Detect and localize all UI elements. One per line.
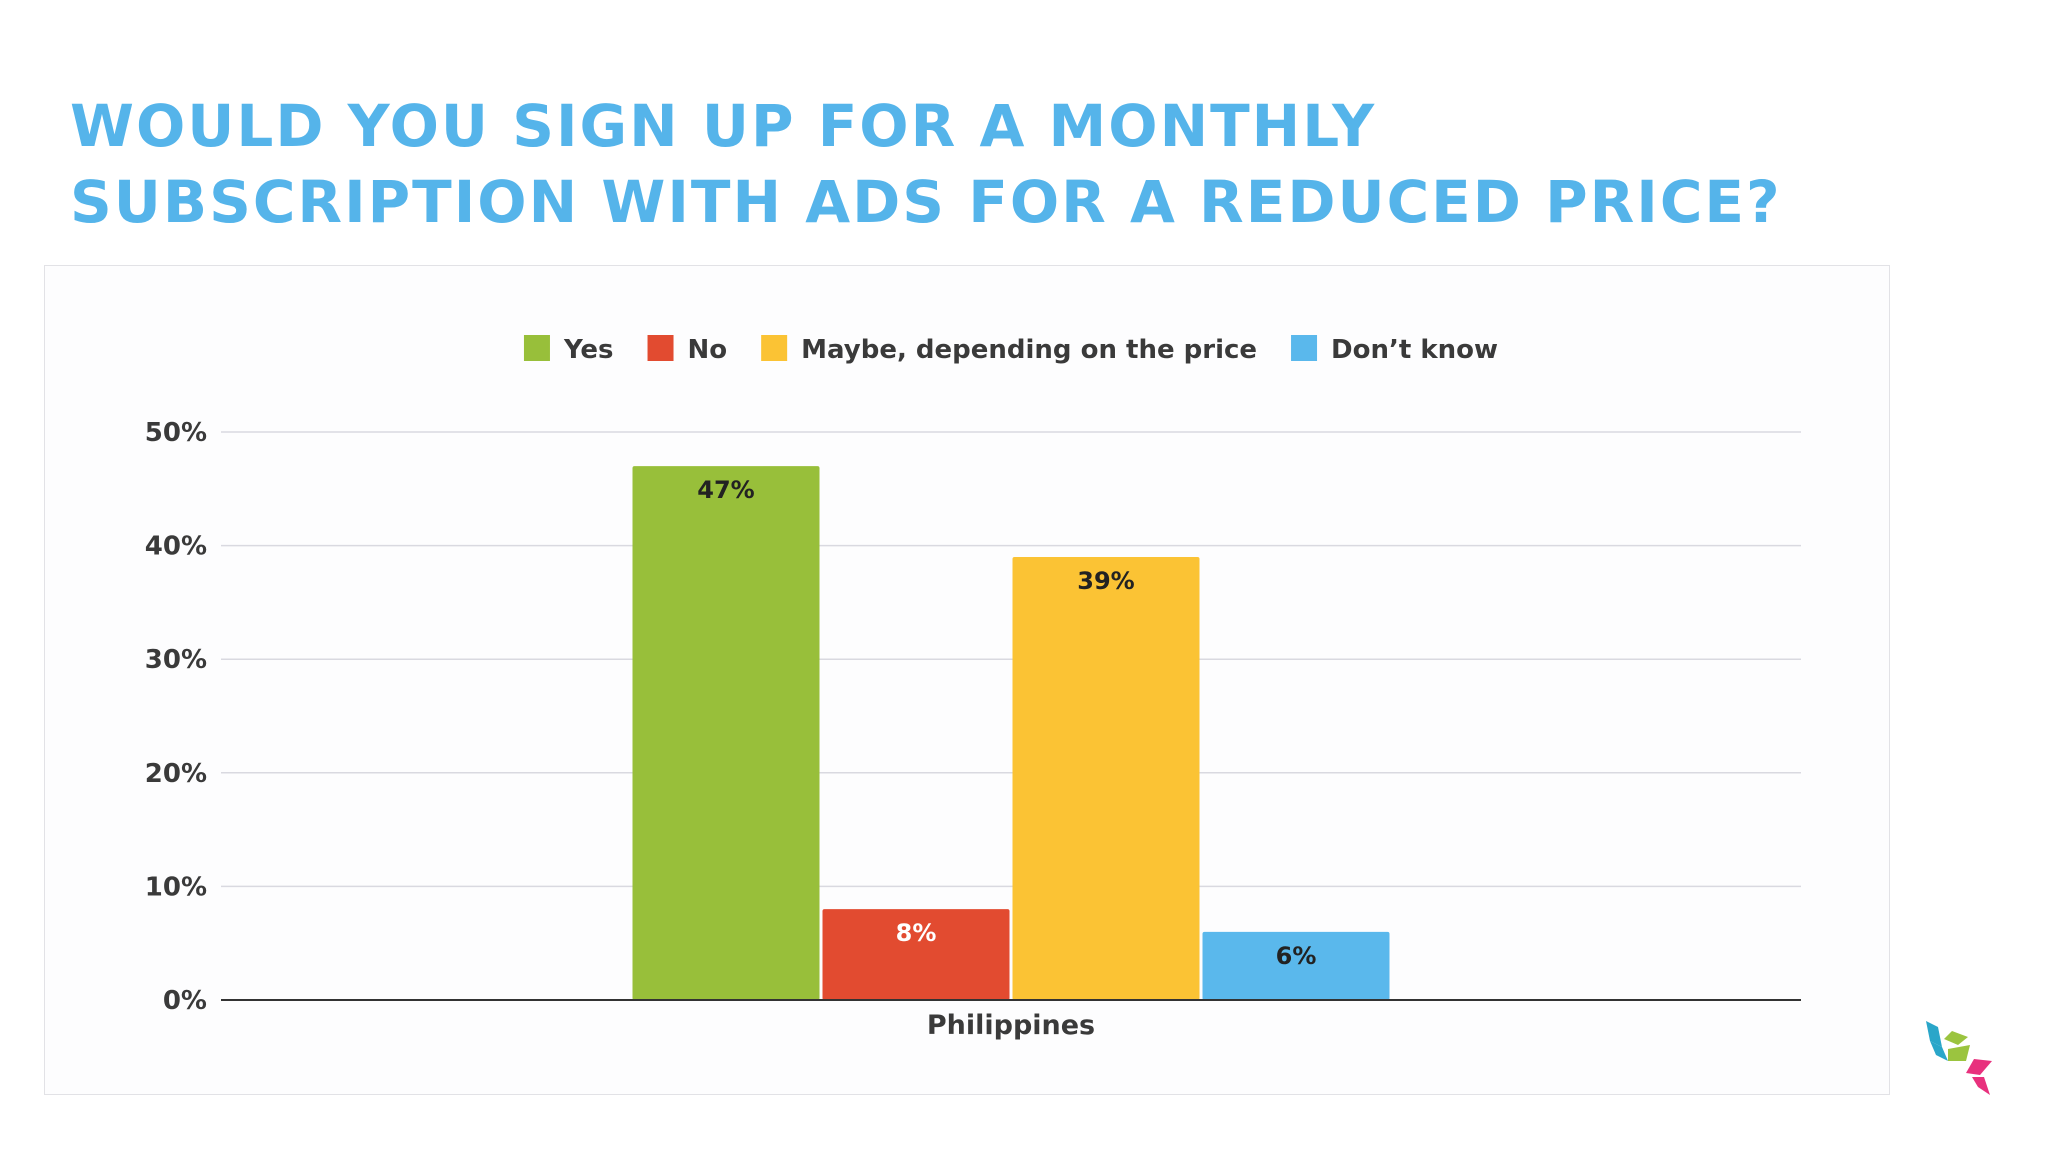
bar-data-label: 6% xyxy=(1276,942,1317,970)
legend-swatch xyxy=(761,335,788,361)
chart-bars: 47% 8% 39% 6% xyxy=(632,466,1390,1000)
legend-label: Maybe, depending on the price xyxy=(801,335,1257,365)
legend-item: Maybe, depending on the price xyxy=(761,335,1257,365)
bar-data-label: 8% xyxy=(896,919,937,947)
y-tick-label: 20% xyxy=(145,759,207,789)
page-title: WOULD YOU SIGN UP FOR A MONTHLY SUBSCRIP… xyxy=(70,88,1970,240)
chart-gridlines xyxy=(221,431,1801,888)
bar-don-t-know xyxy=(1202,931,1390,1000)
legend-item: Don’t know xyxy=(1291,335,1498,365)
legend-item: No xyxy=(647,335,728,365)
legend-label: Yes xyxy=(563,335,614,365)
legend-swatch xyxy=(647,335,674,361)
chart-container: Yes No Maybe, depending on the price Don’t … xyxy=(44,265,1890,1095)
legend-swatch xyxy=(523,335,550,361)
x-category-label: Philippines xyxy=(927,1010,1095,1041)
bar-data-label: 47% xyxy=(697,476,754,504)
y-axis: 0% 10% 20% 30% 40% 50% xyxy=(145,418,207,1016)
legend-label: No xyxy=(688,335,728,365)
legend-item: Yes xyxy=(523,335,614,365)
y-tick-label: 30% xyxy=(145,645,207,675)
y-tick-label: 40% xyxy=(145,532,207,562)
legend-label: Don’t know xyxy=(1331,335,1498,365)
bar-no xyxy=(822,909,1010,1000)
bar-data-label: 39% xyxy=(1077,567,1134,595)
x-axis: Philippines xyxy=(221,999,1801,1041)
bar-yes xyxy=(632,466,820,1000)
y-tick-label: 10% xyxy=(145,872,207,902)
title-line-1: WOULD YOU SIGN UP FOR A MONTHLY xyxy=(70,92,1377,160)
legend-swatch xyxy=(1291,335,1318,361)
bar-chart: Yes No Maybe, depending on the price Don’t … xyxy=(145,335,1801,1041)
y-tick-label: 0% xyxy=(163,986,207,1016)
title-line-2: SUBSCRIPTION WITH ADS FOR A REDUCED PRIC… xyxy=(70,168,1782,236)
bar-maybe-depending-on-the-price xyxy=(1012,556,1200,1000)
chart-legend: Yes No Maybe, depending on the price Don’t … xyxy=(523,335,1498,365)
y-tick-label: 50% xyxy=(145,418,207,448)
cube-logo-icon xyxy=(1926,1021,1992,1095)
